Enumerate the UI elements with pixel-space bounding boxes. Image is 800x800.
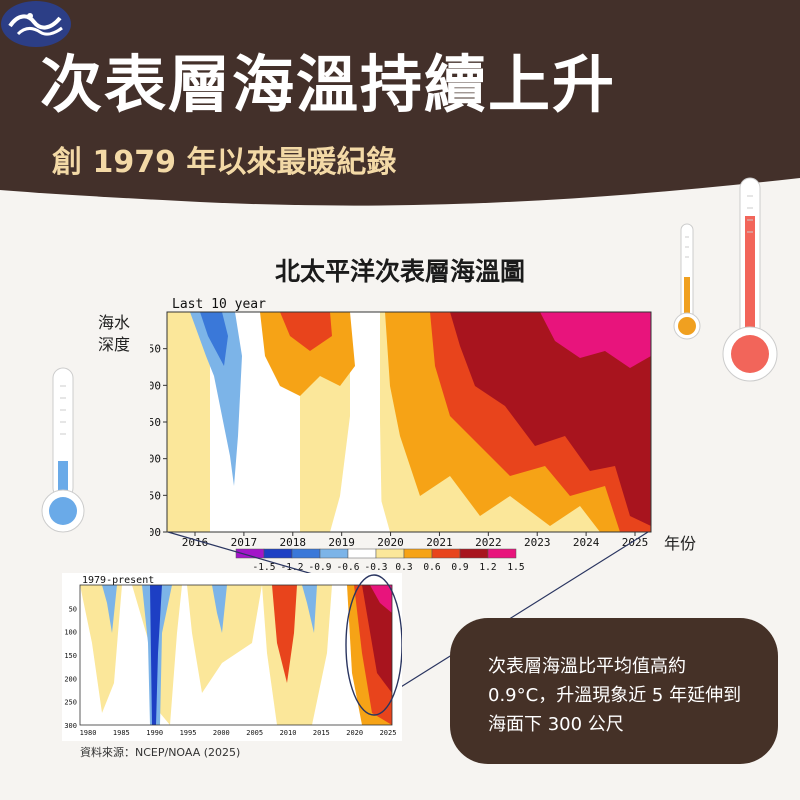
colorbar-label: -1.2: [281, 562, 304, 573]
inset-x-tick-label: 2010: [280, 729, 297, 737]
main-y-tick-label: 150: [150, 416, 161, 429]
header-banner: 次表層海溫持續上升 創 1979 年以來最暖紀錄: [0, 0, 800, 215]
colorbar-label: 1.2: [479, 562, 496, 573]
main-x-tick-label: 2022: [475, 536, 502, 549]
colorbar-swatch: [431, 548, 461, 559]
main-y-tick-label: 250: [150, 489, 161, 502]
inset-y-tick-label: 150: [64, 652, 77, 660]
colorbar-swatch: [347, 548, 377, 559]
inset-y-tick-label: 300: [64, 722, 77, 730]
colorbar-swatch: [375, 548, 405, 559]
y-axis-label-text: 海水 深度: [98, 313, 131, 354]
callout-box: [450, 618, 778, 764]
colorbar-label: -1.5: [253, 562, 276, 573]
colorbar-label: -0.9: [309, 562, 332, 573]
main-x-tick-label: 2017: [231, 536, 258, 549]
inset-x-tick-label: 2025: [380, 729, 397, 737]
colorbar-label: 0.6: [423, 562, 440, 573]
inset-x-tick-label: 2020: [346, 729, 363, 737]
main-chart-inner-title: Last 10 year: [172, 297, 266, 312]
colorbar-label: 0.3: [395, 562, 412, 573]
colorbar-swatch: [403, 548, 433, 559]
thermometer-icon-left: [41, 367, 85, 533]
colorbar-label: 0.9: [451, 562, 468, 573]
heatmap-fill: [167, 312, 651, 532]
inset-chart-inner-title: 1979-present: [82, 575, 154, 586]
inset-x-ticks: 1980 1985 1990 1995 2000 2005 2010 2015 2020 2025: [80, 729, 397, 737]
inset-x-tick-label: 2000: [213, 729, 230, 737]
main-x-tick-label: 2024: [573, 536, 600, 549]
colorbar-label: -0.6: [337, 562, 360, 573]
inset-y-ticks: 50 100 150 200 250 300: [64, 605, 77, 730]
inset-x-tick-label: 1995: [180, 729, 197, 737]
inset-y-tick-label: 250: [64, 699, 77, 707]
inset-y-tick-label: 50: [69, 605, 77, 613]
inset-y-tick-label: 200: [64, 675, 77, 683]
thermometer-icon-large: [722, 177, 778, 382]
main-x-tick-label: 2023: [524, 536, 551, 549]
inset-x-tick-label: 1980: [80, 729, 97, 737]
y-axis-label: 海水 深度: [98, 312, 130, 356]
chart-title: 北太平洋次表層海溫圖: [274, 257, 525, 286]
main-x-tick-label: 2018: [280, 536, 307, 549]
thermometer-icon-small: [673, 223, 701, 340]
main-x-tick-label: 2021: [426, 536, 453, 549]
main-y-tick-label: 300: [150, 526, 161, 539]
colorbar-swatch: [263, 548, 293, 559]
main-x-tick-label: 2025: [622, 536, 649, 549]
main-x-ticks: 2016 2017 2018 2019 2020 2021 2022 2023 2024 2025: [182, 532, 649, 549]
colorbar-swatch: [291, 548, 321, 559]
data-source: 資料來源：NCEP/NOAA (2025): [80, 746, 241, 759]
main-y-tick-label: 200: [150, 453, 161, 466]
main-y-ticks: 50 100 150 200 250 300: [150, 343, 167, 539]
inset-x-tick-label: 1985: [113, 729, 130, 737]
main-x-tick-label: 2019: [328, 536, 355, 549]
colorbar: -1.5 -1.2 -0.9 -0.6 -0.3 0.3 0.6 0.9 1.2 1.5: [235, 548, 525, 573]
x-axis-label: 年份: [664, 534, 697, 553]
colorbar-label: 1.5: [507, 562, 524, 573]
inset-x-tick-label: 2005: [246, 729, 263, 737]
page-title: 次表層海溫持續上升: [40, 48, 617, 121]
inset-heatmap-fill: [80, 585, 392, 725]
colorbar-swatch: [319, 548, 349, 559]
colorbar-swatch: [235, 548, 265, 559]
main-y-tick-label: 50: [150, 343, 161, 356]
page-subtitle: 創 1979 年以來最暖紀錄: [52, 145, 397, 180]
colorbar-label: -0.3: [365, 562, 388, 573]
main-y-tick-label: 100: [150, 379, 161, 392]
main-x-tick-label: 2016: [182, 536, 209, 549]
inset-y-tick-label: 100: [64, 629, 77, 637]
header-background: [0, 0, 800, 206]
callout-text: 次表層海溫比平均值高約 0.9°C，升溫現象近 5 年延伸到海面下 300 公尺: [488, 656, 742, 735]
cwa-logo-icon: [1, 1, 71, 47]
inset-x-tick-label: 1990: [146, 729, 163, 737]
colorbar-swatch: [459, 548, 489, 559]
colorbar-swatch: [487, 548, 517, 559]
inset-x-tick-label: 2015: [313, 729, 330, 737]
main-x-tick-label: 2020: [377, 536, 404, 549]
